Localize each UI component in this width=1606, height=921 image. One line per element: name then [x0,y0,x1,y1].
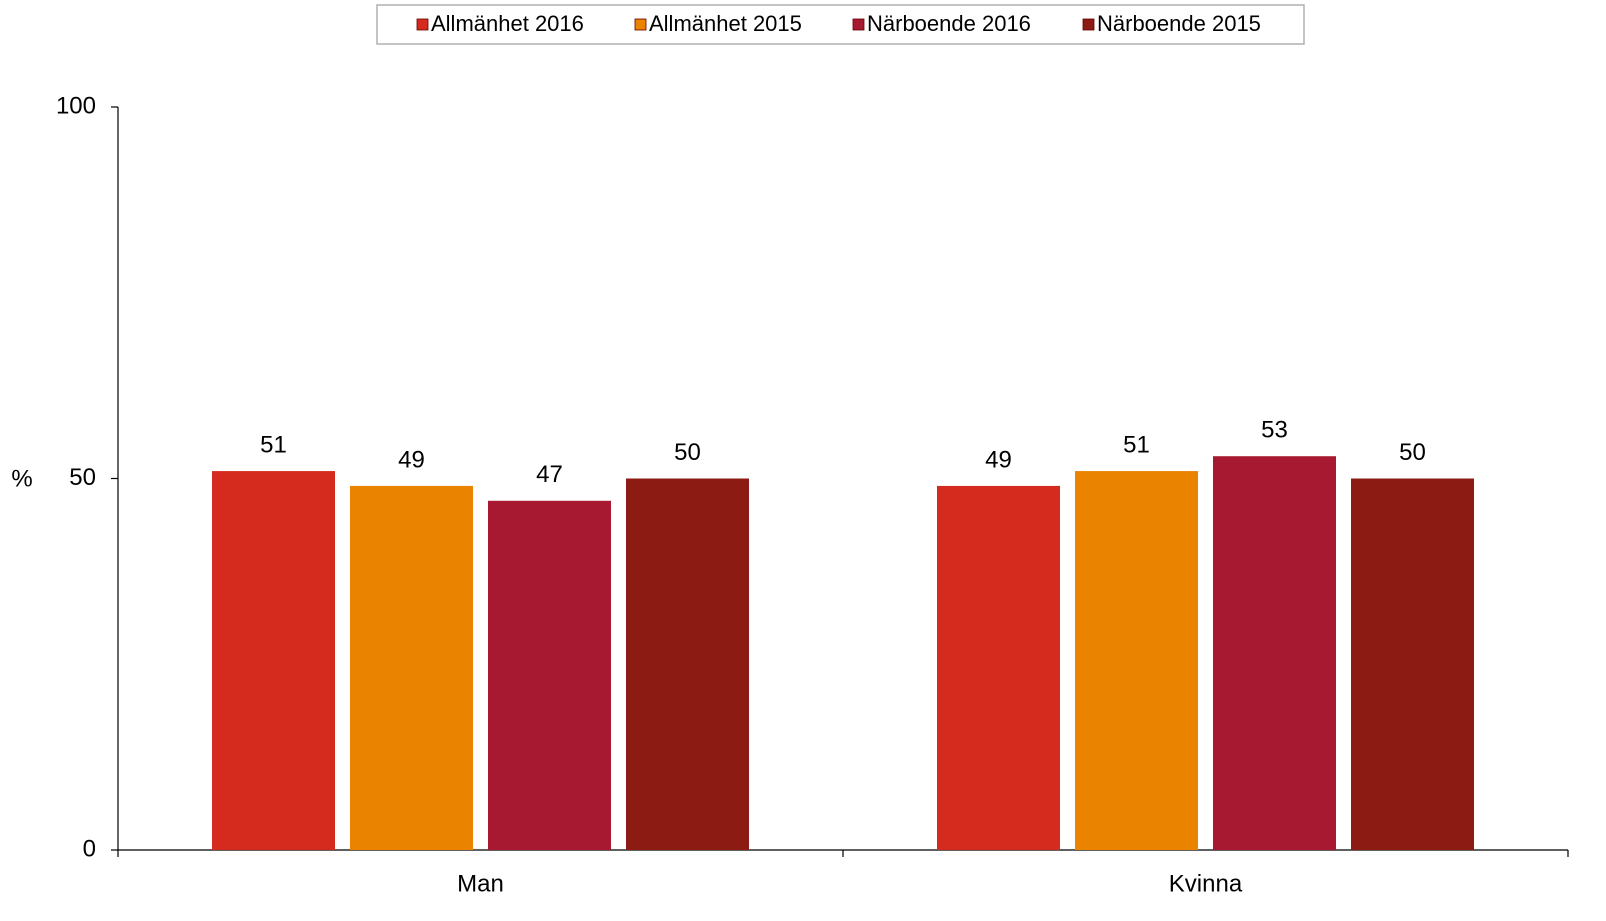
bar [488,500,611,850]
bar [1351,478,1474,850]
legend-label: Allmänhet 2016 [431,11,584,36]
data-label: 47 [536,461,563,488]
x-tick-label: Kvinna [1169,870,1243,897]
legend: Allmänhet 2016 Allmänhet 2015 Närboende 20… [416,11,1261,36]
x-tick-label: Man [457,870,504,897]
data-label: 49 [985,446,1012,473]
data-label: 53 [1261,417,1288,444]
bar [1075,471,1198,850]
bar [937,485,1060,850]
data-label: 51 [1123,431,1150,458]
bar [212,471,335,850]
legend-label: Allmänhet 2015 [649,11,802,36]
bar [626,478,749,850]
data-label: 49 [398,446,425,473]
legend-swatch [852,18,865,31]
bar [350,485,473,850]
data-label: 50 [1399,439,1426,466]
legend-box [376,4,1305,45]
y-tick-label: 0 [83,835,96,862]
legend-swatch [416,18,429,31]
legend-swatch [634,18,647,31]
y-tick-label: 50 [69,464,96,491]
legend-label: Närboende 2015 [1097,11,1261,36]
bar [1213,456,1336,850]
data-label: 50 [674,439,701,466]
legend-label: Närboende 2016 [867,11,1031,36]
y-axis-label: % [11,465,32,492]
y-tick-label: 100 [56,92,96,119]
data-label: 51 [260,431,287,458]
legend-swatch [1082,18,1095,31]
